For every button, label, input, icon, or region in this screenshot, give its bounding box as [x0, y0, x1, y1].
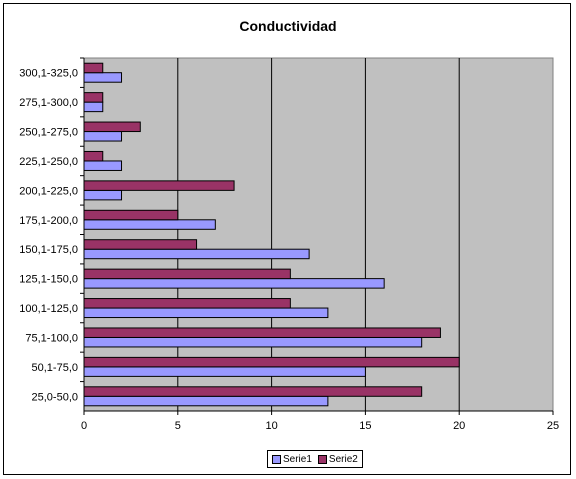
bar-serie1-10	[83, 101, 104, 113]
bar-serie2-10	[83, 92, 104, 103]
x-tick-label: 5	[175, 420, 181, 432]
y-tick-label: 125,1-150,0	[19, 274, 78, 286]
y-tick-label: 200,1-225,0	[19, 185, 78, 197]
y-tick-label: 50,1-75,0	[32, 362, 78, 374]
bar-serie2-4	[83, 268, 291, 280]
bar-serie1-7	[83, 189, 123, 201]
legend-label-serie1: Serie1	[283, 453, 312, 465]
y-tick-label: 75,1-100,0	[25, 332, 78, 344]
bar-serie2-6	[83, 209, 179, 221]
x-tick-label: 10	[265, 420, 277, 432]
bar-serie2-2	[83, 327, 441, 338]
bar-serie2-7	[83, 180, 235, 191]
y-tick-label: 175,1-200,0	[19, 215, 78, 227]
bar-serie2-0	[83, 386, 423, 397]
legend-item-serie1: Serie1	[272, 454, 312, 465]
bar-serie1-0	[83, 395, 329, 407]
bar-serie1-6	[83, 219, 216, 230]
y-tick-label: 100,1-125,0	[19, 303, 78, 315]
y-tick-label: 225,1-250,0	[19, 156, 78, 168]
bar-serie2-3	[83, 298, 291, 309]
legend-swatch-serie1	[272, 454, 281, 464]
y-tick-label: 250,1-275,0	[19, 127, 78, 139]
bar-serie1-9	[83, 131, 123, 142]
legend: Serie1 Serie2	[267, 450, 363, 468]
bar-serie1-3	[83, 307, 329, 319]
y-tick-label: 300,1-325,0	[19, 68, 78, 80]
bar-serie2-1	[83, 356, 460, 368]
x-tick-label: 20	[453, 420, 465, 432]
axes: 0 5 10 15 20 25 25,0-50,0 50,1-75,0 75,1-100,0 10…	[19, 57, 559, 432]
bar-serie1-4	[83, 278, 385, 289]
grid-lines	[177, 58, 460, 411]
legend-swatch-serie2	[317, 454, 327, 464]
bar-serie2-5	[83, 239, 198, 250]
bars	[83, 62, 460, 407]
bar-serie2-9	[83, 121, 141, 133]
x-tick-label: 0	[81, 420, 87, 432]
plot-area	[83, 57, 554, 412]
x-tick-label: 25	[547, 420, 559, 432]
bar-serie1-8	[83, 160, 123, 171]
y-tick-label: 275,1-300,0	[19, 97, 78, 109]
legend-label-serie2: Serie2	[328, 453, 358, 465]
y-tick-label: 150,1-175,0	[19, 244, 78, 256]
y-tick-label: 25,0-50,0	[32, 391, 78, 403]
bar-serie1-2	[83, 336, 423, 348]
bar-serie2-8	[83, 150, 104, 162]
bar-serie2-11	[83, 62, 104, 74]
bar-serie1-11	[83, 72, 123, 83]
chart-title: Conductividad	[239, 18, 337, 34]
legend-item-serie2: Serie2	[317, 453, 358, 465]
bar-serie1-5	[83, 248, 310, 260]
x-tick-label: 15	[359, 420, 371, 432]
bar-serie1-1	[83, 366, 366, 377]
